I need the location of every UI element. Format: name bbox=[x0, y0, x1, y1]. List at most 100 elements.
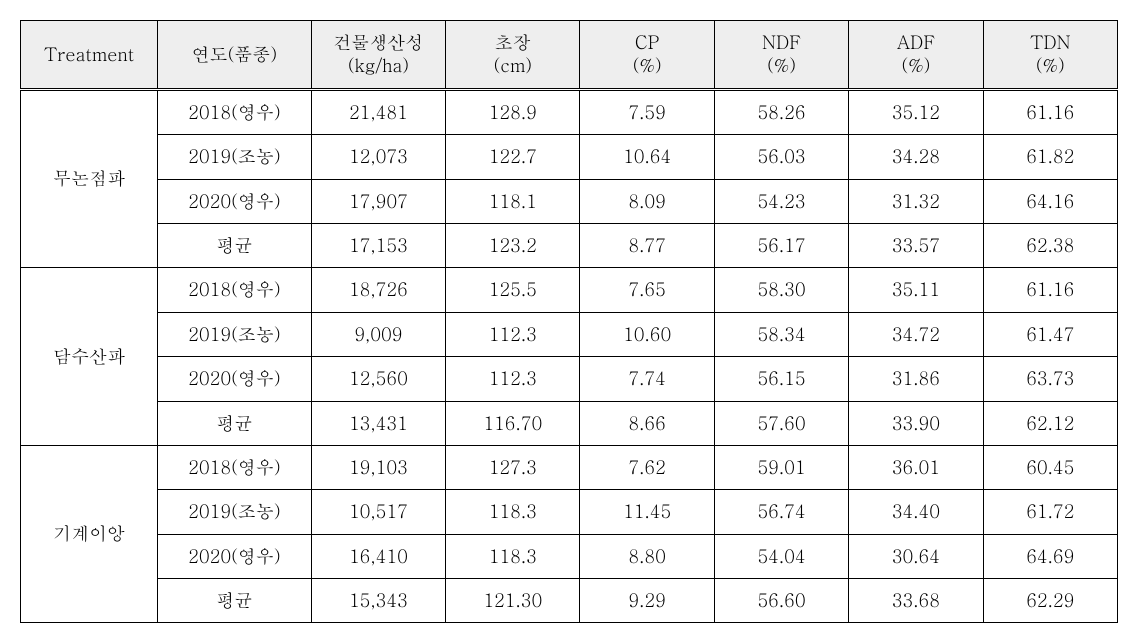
cell-ndf: 54.04 bbox=[714, 534, 848, 578]
header-label-line: (%) bbox=[633, 53, 662, 78]
table-row: 2019(조농)12,073122.710.6456.0334.2861.82 bbox=[21, 135, 1118, 179]
cell-yield: 12,560 bbox=[311, 357, 445, 401]
cell-ndf: 58.26 bbox=[714, 89, 848, 134]
cell-year: 평균 bbox=[158, 401, 312, 445]
cell-height: 123.2 bbox=[446, 223, 580, 267]
cell-height: 121.30 bbox=[446, 579, 580, 623]
cell-yield: 18,726 bbox=[311, 268, 445, 312]
cell-yield: 13,431 bbox=[311, 401, 445, 445]
cell-adf: 33.57 bbox=[849, 223, 983, 267]
cell-ndf: 56.60 bbox=[714, 579, 848, 623]
header-label-line: (%) bbox=[767, 53, 796, 78]
cell-yield: 10,517 bbox=[311, 490, 445, 534]
cell-tdn: 60.45 bbox=[983, 445, 1117, 489]
cell-ndf: 56.17 bbox=[714, 223, 848, 267]
cell-tdn: 62.38 bbox=[983, 223, 1117, 267]
cell-yield: 21,481 bbox=[311, 89, 445, 134]
cell-adf: 31.86 bbox=[849, 357, 983, 401]
cell-cp: 11.45 bbox=[580, 490, 714, 534]
cell-height: 118.1 bbox=[446, 179, 580, 223]
cell-year: 2020(영우) bbox=[158, 357, 312, 401]
cell-cp: 8.09 bbox=[580, 179, 714, 223]
table-row: 담수산파2018(영우)18,726125.57.6558.3035.1161.… bbox=[21, 268, 1118, 312]
cell-adf: 34.40 bbox=[849, 490, 983, 534]
table-header: Treatment연도(품종)건물생산성(kg/ha)초장(cm)CP(%)ND… bbox=[21, 21, 1118, 90]
cell-tdn: 64.69 bbox=[983, 534, 1117, 578]
cell-cp: 7.62 bbox=[580, 445, 714, 489]
cell-year: 평균 bbox=[158, 579, 312, 623]
table-row: 평균13,431116.708.6657.6033.9062.12 bbox=[21, 401, 1118, 445]
cell-yield: 12,073 bbox=[311, 135, 445, 179]
cell-tdn: 61.47 bbox=[983, 312, 1117, 356]
table-row: 평균15,343121.309.2956.6033.6862.29 bbox=[21, 579, 1118, 623]
cell-year: 평균 bbox=[158, 223, 312, 267]
cell-height: 128.9 bbox=[446, 89, 580, 134]
cell-year: 2019(조농) bbox=[158, 135, 312, 179]
cell-year: 2019(조농) bbox=[158, 490, 312, 534]
cell-adf: 31.32 bbox=[849, 179, 983, 223]
cell-ndf: 57.60 bbox=[714, 401, 848, 445]
cell-adf: 36.01 bbox=[849, 445, 983, 489]
cell-adf: 34.28 bbox=[849, 135, 983, 179]
cell-cp: 7.74 bbox=[580, 357, 714, 401]
cell-tdn: 61.16 bbox=[983, 268, 1117, 312]
cell-height: 116.70 bbox=[446, 401, 580, 445]
cell-adf: 35.12 bbox=[849, 89, 983, 134]
treatment-cell: 기계이앙 bbox=[21, 445, 158, 623]
header-col-2: 건물생산성(kg/ha) bbox=[311, 21, 445, 90]
cell-ndf: 56.03 bbox=[714, 135, 848, 179]
cell-adf: 35.11 bbox=[849, 268, 983, 312]
cell-cp: 7.59 bbox=[580, 89, 714, 134]
table-row: 기계이앙2018(영우)19,103127.37.6259.0136.0160.… bbox=[21, 445, 1118, 489]
data-table: Treatment연도(품종)건물생산성(kg/ha)초장(cm)CP(%)ND… bbox=[20, 20, 1118, 623]
header-col-0: Treatment bbox=[21, 21, 158, 90]
cell-height: 118.3 bbox=[446, 534, 580, 578]
table-body: 무논점파2018(영우)21,481128.97.5958.2635.1261.… bbox=[21, 89, 1118, 623]
cell-tdn: 61.72 bbox=[983, 490, 1117, 534]
cell-height: 122.7 bbox=[446, 135, 580, 179]
header-col-6: ADF(%) bbox=[849, 21, 983, 90]
header-label-line: ADF bbox=[897, 30, 935, 55]
cell-year: 2018(영우) bbox=[158, 445, 312, 489]
cell-cp: 9.29 bbox=[580, 579, 714, 623]
cell-tdn: 61.16 bbox=[983, 89, 1117, 134]
treatment-cell: 무논점파 bbox=[21, 89, 158, 268]
header-row: Treatment연도(품종)건물생산성(kg/ha)초장(cm)CP(%)ND… bbox=[21, 21, 1118, 90]
cell-year: 2018(영우) bbox=[158, 89, 312, 134]
cell-cp: 10.60 bbox=[580, 312, 714, 356]
cell-year: 2020(영우) bbox=[158, 534, 312, 578]
cell-height: 125.5 bbox=[446, 268, 580, 312]
header-label-line: CP bbox=[635, 30, 660, 55]
header-col-1: 연도(품종) bbox=[158, 21, 312, 90]
cell-year: 2020(영우) bbox=[158, 179, 312, 223]
cell-yield: 17,907 bbox=[311, 179, 445, 223]
header-label-line: (kg/ha) bbox=[348, 53, 409, 78]
header-col-4: CP(%) bbox=[580, 21, 714, 90]
header-label-line: TDN bbox=[1030, 30, 1071, 55]
cell-ndf: 58.30 bbox=[714, 268, 848, 312]
table-row: 2020(영우)16,410118.38.8054.0430.6464.69 bbox=[21, 534, 1118, 578]
cell-ndf: 58.34 bbox=[714, 312, 848, 356]
cell-adf: 33.90 bbox=[849, 401, 983, 445]
cell-yield: 17,153 bbox=[311, 223, 445, 267]
cell-ndf: 56.15 bbox=[714, 357, 848, 401]
cell-tdn: 62.12 bbox=[983, 401, 1117, 445]
cell-yield: 15,343 bbox=[311, 579, 445, 623]
cell-tdn: 61.82 bbox=[983, 135, 1117, 179]
header-label-line: (%) bbox=[901, 53, 930, 78]
cell-year: 2018(영우) bbox=[158, 268, 312, 312]
header-label-line: NDF bbox=[762, 30, 801, 55]
header-col-5: NDF(%) bbox=[714, 21, 848, 90]
table-row: 평균17,153123.28.7756.1733.5762.38 bbox=[21, 223, 1118, 267]
cell-year: 2019(조농) bbox=[158, 312, 312, 356]
header-label-line: 건물생산성 bbox=[333, 30, 423, 55]
cell-adf: 34.72 bbox=[849, 312, 983, 356]
table-row: 2019(조농)9,009112.310.6058.3434.7261.47 bbox=[21, 312, 1118, 356]
cell-cp: 7.65 bbox=[580, 268, 714, 312]
cell-height: 118.3 bbox=[446, 490, 580, 534]
cell-tdn: 62.29 bbox=[983, 579, 1117, 623]
cell-adf: 33.68 bbox=[849, 579, 983, 623]
treatment-cell: 담수산파 bbox=[21, 268, 158, 446]
cell-yield: 16,410 bbox=[311, 534, 445, 578]
table-row: 무논점파2018(영우)21,481128.97.5958.2635.1261.… bbox=[21, 89, 1118, 134]
